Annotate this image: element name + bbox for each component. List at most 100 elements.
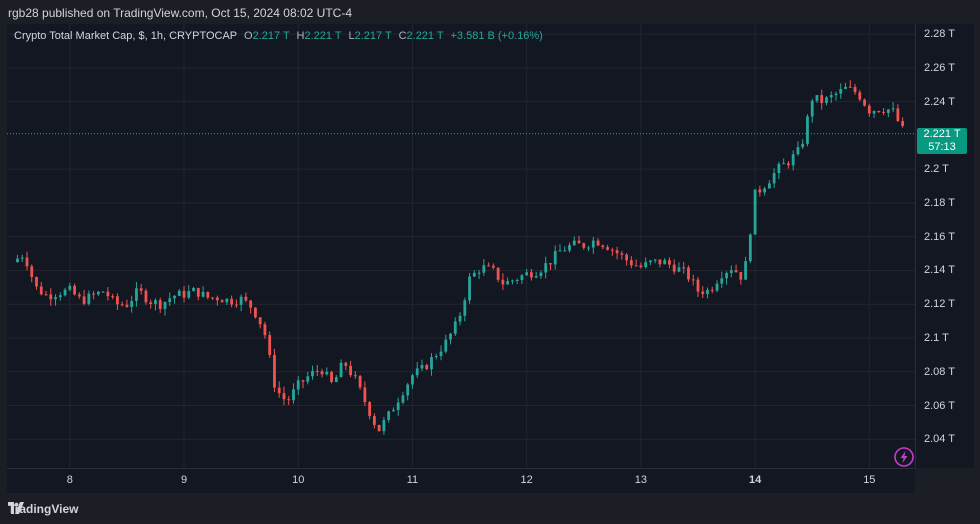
candle-body xyxy=(411,375,414,385)
y-tick-label: 2.28 T xyxy=(924,28,955,41)
candle-body xyxy=(54,297,57,300)
candle-body xyxy=(87,293,91,304)
y-tick-label: 2.16 T xyxy=(924,230,955,243)
candle-body xyxy=(558,250,562,252)
chart-area[interactable] xyxy=(7,24,915,468)
candle-body xyxy=(96,291,100,295)
candle-body xyxy=(639,265,643,268)
candle-body xyxy=(610,249,614,251)
candle-body xyxy=(530,272,533,278)
candle-body xyxy=(901,121,905,127)
close-value: 2.221 T xyxy=(406,30,444,42)
candle-body xyxy=(787,163,790,166)
candle-body xyxy=(220,300,224,303)
candle-body xyxy=(501,279,505,285)
last-price-tag: 2.221 T 57:13 xyxy=(917,128,967,154)
candle-body xyxy=(844,86,847,89)
candle-body xyxy=(430,357,433,370)
candle-body xyxy=(20,257,24,259)
candle-body xyxy=(368,402,372,417)
candle-body xyxy=(506,281,510,285)
candle-body xyxy=(158,300,162,309)
candle-body xyxy=(372,416,376,425)
candle-body xyxy=(120,304,124,306)
candle-body xyxy=(168,298,172,303)
candlestick-plot[interactable] xyxy=(7,24,915,468)
candle-body xyxy=(886,109,890,113)
candle-body xyxy=(725,273,728,279)
y-tick-label: 2.26 T xyxy=(924,61,955,74)
candle-body xyxy=(606,247,609,250)
candle-body xyxy=(449,333,452,340)
candle-body xyxy=(672,264,676,272)
y-tick-label: 2.18 T xyxy=(924,196,955,209)
candle-body xyxy=(615,250,619,254)
candle-body xyxy=(125,304,129,307)
candle-body xyxy=(401,395,405,403)
candle-body xyxy=(677,267,681,272)
candle-body xyxy=(629,260,633,266)
x-tick-label: 15 xyxy=(863,474,876,486)
candle-body xyxy=(896,108,900,122)
candle-body xyxy=(425,365,429,370)
candle-body xyxy=(563,250,567,252)
candle-body xyxy=(472,272,476,277)
candle-body xyxy=(296,380,300,390)
candle-body xyxy=(748,234,752,262)
open-value: 2.217 T xyxy=(252,30,290,42)
candle-body xyxy=(353,375,357,377)
footer-bar: TradingView xyxy=(0,494,980,524)
candle-body xyxy=(192,287,195,292)
candle-body xyxy=(782,163,786,165)
candle-body xyxy=(382,419,386,432)
candle-body xyxy=(649,260,652,263)
candle-body xyxy=(468,276,471,301)
candle-body xyxy=(206,291,210,298)
brand-label: TradingView xyxy=(8,502,79,516)
candle-body xyxy=(396,402,400,411)
candle-body xyxy=(196,287,200,297)
candle-body xyxy=(634,265,638,267)
candle-body xyxy=(796,147,800,155)
candle-body xyxy=(101,291,105,293)
candle-body xyxy=(525,272,529,276)
tradingview-brand[interactable]: TradingView xyxy=(8,502,78,516)
price-axis[interactable]: 2.28 T 2.26 T 2.24 T 2.2 T 2.18 T 2.16 T 2.14 … xyxy=(915,24,974,468)
candle-body xyxy=(163,302,167,309)
candle-body xyxy=(520,275,524,281)
candle-body xyxy=(244,296,248,301)
candle-body xyxy=(872,111,876,114)
candle-body xyxy=(477,272,481,274)
candle-body xyxy=(568,245,571,251)
candle-body xyxy=(891,108,895,110)
candle-body xyxy=(510,280,514,282)
candle-body xyxy=(663,260,667,265)
candle-body xyxy=(853,86,857,93)
candle-body xyxy=(68,285,72,290)
candle-body xyxy=(829,95,833,98)
candle-body xyxy=(763,188,767,193)
candle-body xyxy=(254,307,257,318)
candle-body xyxy=(325,371,329,375)
y-tick-label: 2.2 T xyxy=(924,163,949,176)
candle-body xyxy=(444,339,448,352)
candle-body xyxy=(734,270,738,273)
candle-body xyxy=(35,277,38,287)
candle-body xyxy=(282,393,286,400)
candle-body xyxy=(496,267,500,280)
x-tick-label: 11 xyxy=(406,474,419,486)
time-axis[interactable]: 8 9 10 11 12 13 14 15 xyxy=(7,468,915,493)
candle-body xyxy=(758,189,762,193)
candle-body xyxy=(858,92,862,100)
x-tick-label: 12 xyxy=(520,474,533,486)
candle-body xyxy=(658,259,662,265)
candle-body xyxy=(330,371,333,383)
candle-body xyxy=(553,251,557,265)
candle-body xyxy=(406,384,410,396)
candle-body xyxy=(653,259,657,261)
candle-body xyxy=(487,265,491,267)
lightning-icon[interactable] xyxy=(893,446,915,468)
candle-body xyxy=(277,387,281,394)
candle-body xyxy=(315,370,319,372)
candle-body xyxy=(777,163,781,174)
